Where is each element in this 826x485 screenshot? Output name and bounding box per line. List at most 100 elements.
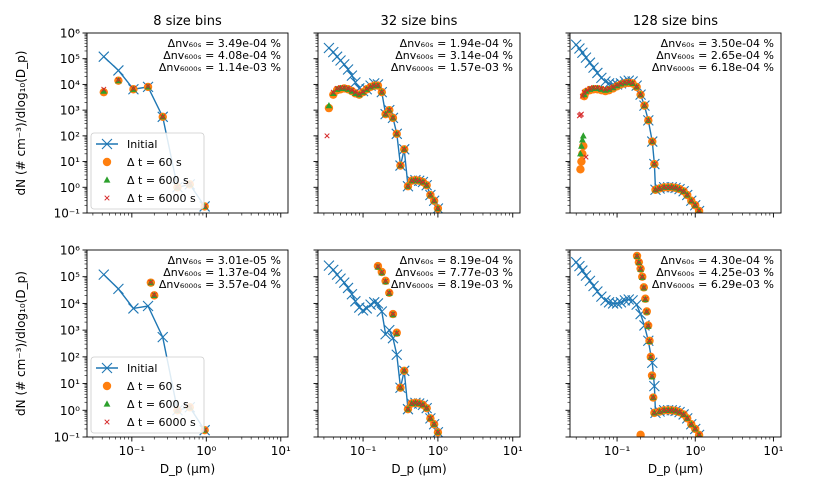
dt6000-point [379, 269, 385, 276]
delta-nv-annotation: Δnv₆₀₀₀ₛ = 1.14e-03 % [159, 61, 281, 74]
dt6000-point [435, 205, 441, 212]
dt6000-point [594, 84, 601, 91]
initial-point [619, 294, 631, 306]
initial-point [611, 298, 623, 309]
delta-nv-annotation: Δnv₆₀₀ₛ = 1.37e-04 % [163, 266, 281, 279]
x-axis-label: D_p (µm) [391, 462, 446, 476]
initial-point [113, 65, 124, 76]
dt6000-point [345, 85, 351, 92]
y-tick-label: 10¹ [60, 155, 80, 169]
delta-nv-annotation: Δnv₆₀ₛ = 3.01e-05 % [168, 254, 281, 267]
dt6000-point [649, 138, 655, 145]
dt6000-point [405, 183, 411, 189]
dt6000-point [401, 146, 407, 152]
initial-point [113, 283, 124, 295]
x-axis-label: D_p (µm) [160, 462, 215, 476]
initial-point [357, 304, 369, 316]
dt600-point [578, 136, 586, 143]
dt6000-point [375, 82, 381, 89]
y-axis-label: dN (# cm⁻³)/dlog₁₀(D_p) [14, 271, 28, 416]
legend-entry-label: Initial [127, 138, 157, 151]
initial-point [342, 64, 354, 75]
delta-nv-annotation: Δnv₆₀₀ₛ = 3.14e-04 % [395, 49, 513, 62]
delta-nv-annotation: Δnv₆₀ₛ = 8.19e-04 % [400, 254, 513, 267]
legend-entry-label: Δ t = 6000 s [127, 416, 196, 429]
y-tick-label: 10³ [60, 324, 80, 338]
x-tick-label: 10⁻¹ [119, 444, 146, 458]
plot-area [570, 251, 705, 437]
y-tick-label: 10³ [60, 104, 80, 118]
dt6000-point [386, 290, 392, 296]
initial-point [648, 380, 660, 392]
x-tick-label: 10⁻¹ [604, 444, 631, 458]
dt6000-point [676, 186, 683, 192]
initial-point [342, 282, 354, 294]
panel-title: 8 size bins [153, 14, 222, 29]
y-tick-label: 10⁻¹ [54, 431, 81, 445]
panel-0-1: 32 size bins Δnv₆₀ₛ = 1.94e-04 %Δnv₆₀₀ₛ =… [313, 14, 521, 218]
dt6000-point [145, 83, 151, 89]
initial-point [576, 47, 588, 59]
dt600-point [100, 87, 108, 94]
panel-title: 128 size bins [633, 14, 718, 29]
initial-point [591, 286, 603, 297]
initial-point [588, 62, 599, 74]
delta-nv-annotation: Δnv₆₀₀ₛ = 2.65e-04 % [656, 49, 774, 62]
dt6000-point [394, 330, 400, 336]
dt6000-point [579, 93, 586, 99]
panel-1-0: Δnv₆₀ₛ = 3.01e-05 %Δnv₆₀₀ₛ = 1.37e-04 % Δ… [14, 244, 291, 477]
dt600-point [577, 150, 584, 157]
legend: Initial Δ t = 60 s Δ t = 600 s Δ t = 6000 s [90, 132, 205, 210]
dt6000-point [661, 184, 667, 190]
dt6000-point [672, 185, 679, 191]
dt6000-point [634, 253, 640, 259]
delta-nv-annotation: Δnv₆₀₀₀ₛ = 6.29e-03 % [652, 278, 774, 291]
dt600-point [579, 132, 587, 139]
x-tick-label: 10⁰ [685, 444, 705, 458]
panel-0-2: 128 size bins Δnv₆₀ₛ = 3.50e-04 %Δnv₆₀₀ₛ … [565, 14, 782, 218]
dt6000-point [652, 187, 659, 193]
delta-nv-annotation: Δnv₆₀₀₀ₛ = 8.19e-03 % [391, 278, 513, 291]
dt6000-point [382, 278, 389, 284]
dt6000-point [656, 185, 663, 192]
dt6000-point [688, 421, 694, 427]
dt6000-point [352, 89, 359, 95]
y-tick-label: 10⁻¹ [54, 207, 81, 221]
dt6000-point [633, 84, 640, 90]
delta-nv-annotation: Δnv₆₀₀₀ₛ = 1.57e-03 % [391, 61, 513, 74]
delta-nv-annotation: Δnv₆₀₀ₛ = 7.77e-03 % [395, 266, 513, 279]
dt6000-point [115, 77, 122, 83]
initial-point [600, 294, 611, 306]
dt6000-point [637, 92, 644, 98]
axes-frame [317, 249, 521, 438]
legend-dt6000-marker [104, 419, 110, 425]
y-tick-label: 10² [60, 129, 80, 143]
initial-point [338, 59, 350, 70]
dt600-point [325, 102, 333, 109]
y-axis-label: dN (# cm⁻³)/dlog₁₀(D_p) [14, 51, 28, 196]
initial-point [327, 264, 339, 276]
y-tick-label: 10⁵ [60, 270, 80, 284]
plot-area [323, 42, 444, 213]
dt6000-point [401, 368, 407, 374]
dt6000-point [424, 182, 430, 188]
dt6000-point [651, 410, 658, 416]
initial-point [383, 324, 395, 336]
dt6000-point [651, 161, 658, 167]
dt600-point [578, 142, 585, 149]
dt6000-point [696, 432, 702, 437]
x-tick-label: 10¹ [503, 444, 523, 458]
initial-point [98, 269, 110, 280]
delta-nv-annotation: Δnv₆₀ₛ = 4.30e-04 % [661, 254, 774, 267]
dt6000-point [636, 259, 642, 266]
initial-point [600, 76, 611, 87]
dt6000-point [629, 80, 636, 86]
panel-title: 32 size bins [381, 14, 458, 29]
initial-point [346, 70, 358, 82]
dt6000-point [610, 84, 616, 90]
initial-point [157, 331, 169, 343]
dt6000-point [590, 84, 597, 91]
panel-0-0: 8 size bins Δnv₆₀ₛ = 3.49e-04 %Δnv₆₀₀ₛ = … [14, 14, 289, 221]
dt6000-point [684, 415, 690, 421]
